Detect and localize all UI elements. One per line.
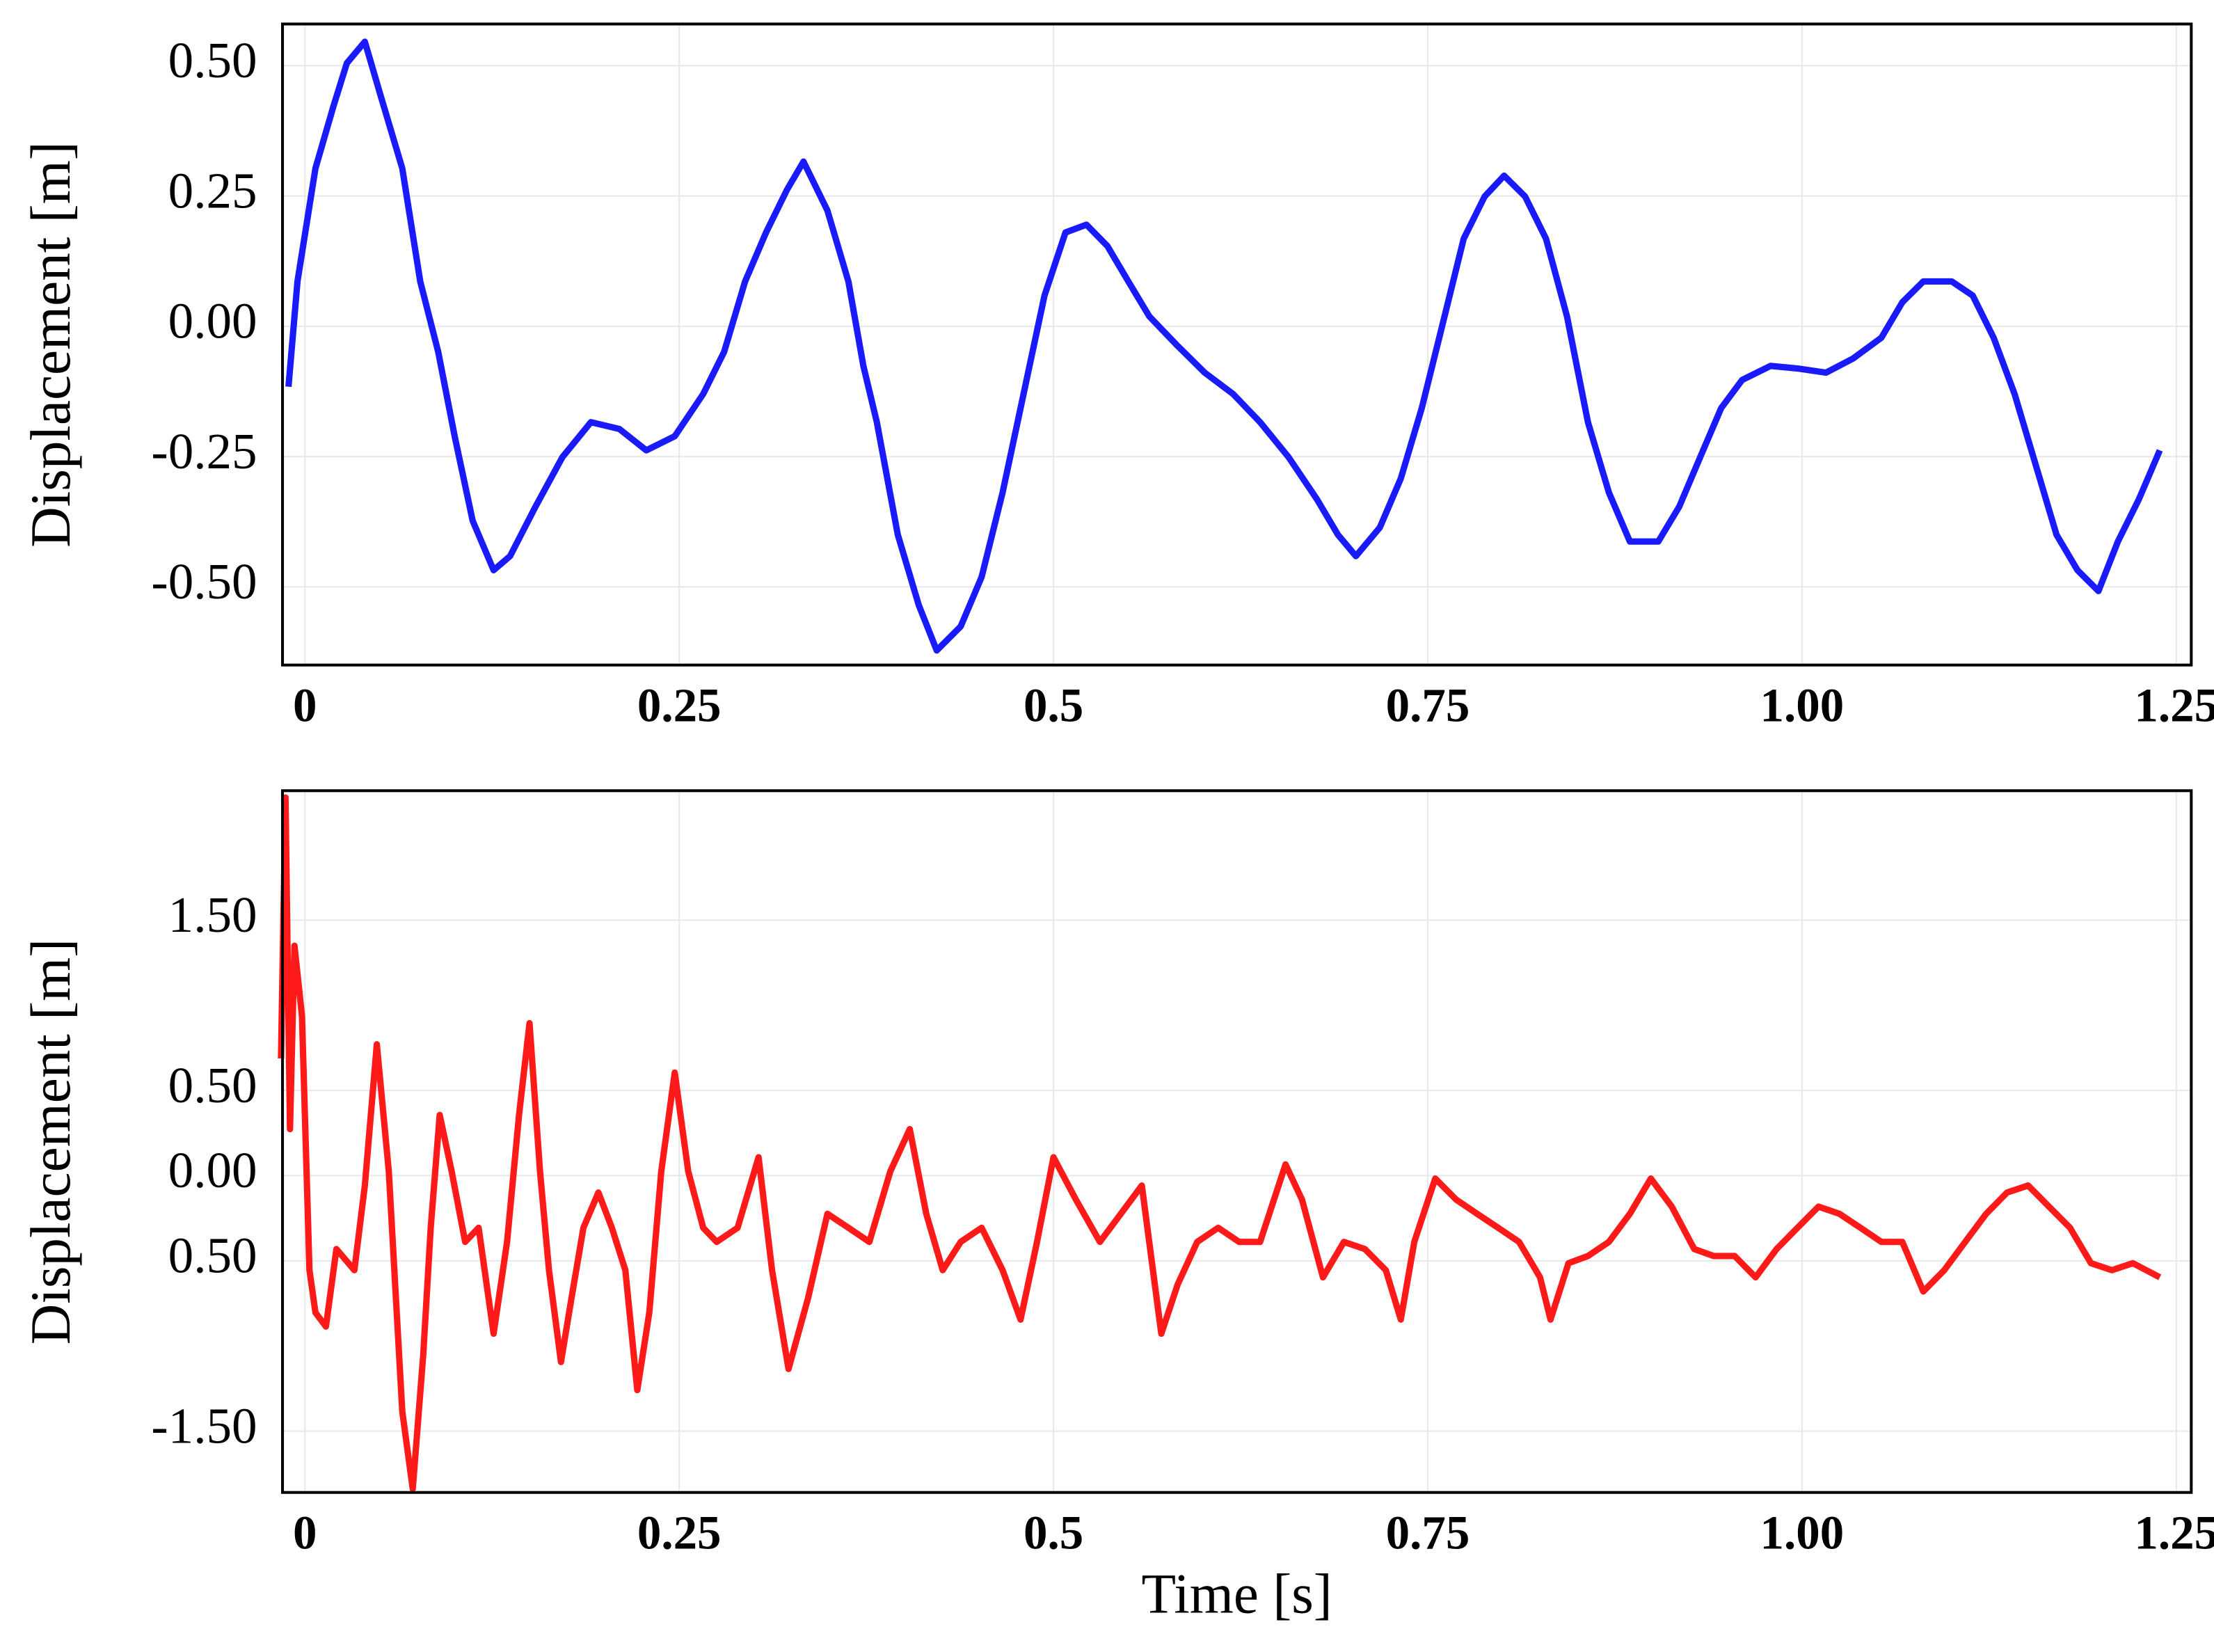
- data-line: [278, 794, 2162, 1493]
- y-tick-label: 0.50: [168, 32, 257, 88]
- x-tick-label: 1.00: [1760, 1506, 1845, 1559]
- plot-frame: [281, 789, 2193, 1494]
- y-tick-label: 0.50: [168, 1057, 257, 1113]
- y-axis-title: Displacement [m]: [19, 939, 82, 1345]
- x-tick-label: 1.25: [2134, 678, 2214, 731]
- x-tick-label: 1.00: [1760, 678, 1845, 731]
- x-tick-label: 0.25: [637, 1506, 722, 1559]
- y-tick-label: -1.50: [151, 1397, 257, 1454]
- y-tick-label: 1.50: [168, 887, 257, 943]
- x-tick-label: 0.75: [1386, 678, 1470, 731]
- y-axis-title: Displacement [m]: [19, 141, 82, 548]
- y-tick-label: 0.00: [168, 293, 257, 349]
- x-tick-label: 0: [293, 1506, 317, 1559]
- x-tick-label: 0.75: [1386, 1506, 1470, 1559]
- x-tick-label: 1.25: [2134, 1506, 2214, 1559]
- x-tick-label: 0: [293, 678, 317, 731]
- data-line: [285, 38, 2163, 654]
- x-tick-label: 0.5: [1024, 1506, 1083, 1559]
- y-tick-label: -0.50: [151, 553, 257, 610]
- y-tick-label: 0.25: [168, 162, 257, 219]
- x-axis-title: Time [s]: [1142, 1563, 1332, 1626]
- y-tick-label: -0.25: [151, 423, 257, 479]
- y-tick-label: 0.50: [168, 1228, 257, 1284]
- x-tick-label: 0.5: [1024, 678, 1083, 731]
- x-tick-label: 0.25: [637, 678, 722, 731]
- plot-frame: [281, 22, 2193, 667]
- y-tick-label: 0.00: [168, 1142, 257, 1198]
